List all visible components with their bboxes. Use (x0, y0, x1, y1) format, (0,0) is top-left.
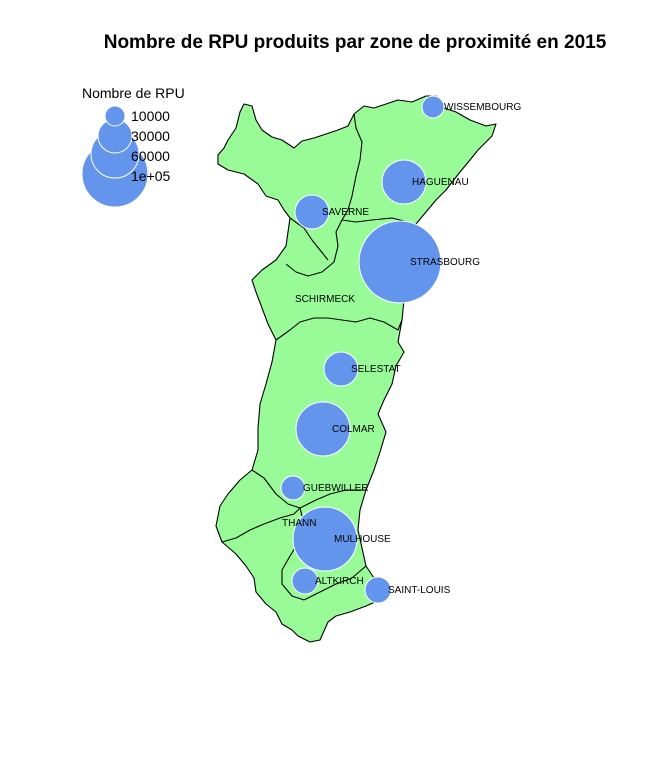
label-colmar: COLMAR (332, 424, 375, 435)
label-guebwiller: GUEBWILLER (303, 483, 369, 494)
bubble-selestat (323, 351, 359, 387)
label-thann: THANN (282, 518, 316, 529)
bubble-haguenau (381, 159, 427, 205)
legend-label-4: 1e+05 (131, 168, 171, 184)
legend: Nombre de RPU 10000 30000 60000 1e+05 (81, 85, 185, 208)
bubble-altkirch (291, 567, 319, 595)
bubble-saverne (294, 194, 330, 230)
legend-label-1: 10000 (131, 108, 170, 124)
map-title: Nombre de RPU produits par zone de proxi… (104, 32, 607, 53)
legend-label-2: 30000 (131, 128, 170, 144)
label-strasbourg: STRASBOURG (410, 257, 480, 268)
bubble-mulhouse (292, 506, 358, 572)
label-wissembourg: WISSEMBOURG (444, 102, 521, 113)
bubble-guebwiller (280, 475, 306, 501)
label-schirmeck: SCHIRMECK (295, 294, 355, 305)
legend-label-3: 60000 (131, 148, 170, 164)
bubble-wissembourg (421, 95, 445, 119)
bubble-saint-louis (364, 576, 392, 604)
label-saint-louis: SAINT-LOUIS (388, 585, 451, 596)
label-altkirch: ALTKIRCH (315, 576, 364, 587)
label-saverne: SAVERNE (322, 207, 369, 218)
city-labels: WISSEMBOURG HAGUENAU SAVERNE STRASBOURG … (282, 102, 521, 596)
legend-title: Nombre de RPU (82, 85, 185, 101)
zone-borders (221, 113, 417, 601)
legend-bubble-1 (104, 105, 126, 127)
bubble-colmar (295, 401, 351, 457)
label-selestat: SELESTAT (351, 364, 401, 375)
bubble-strasbourg (358, 220, 442, 304)
label-mulhouse: MULHOUSE (334, 534, 391, 545)
bubble-layer (280, 95, 445, 604)
label-haguenau: HAGUENAU (412, 177, 469, 188)
